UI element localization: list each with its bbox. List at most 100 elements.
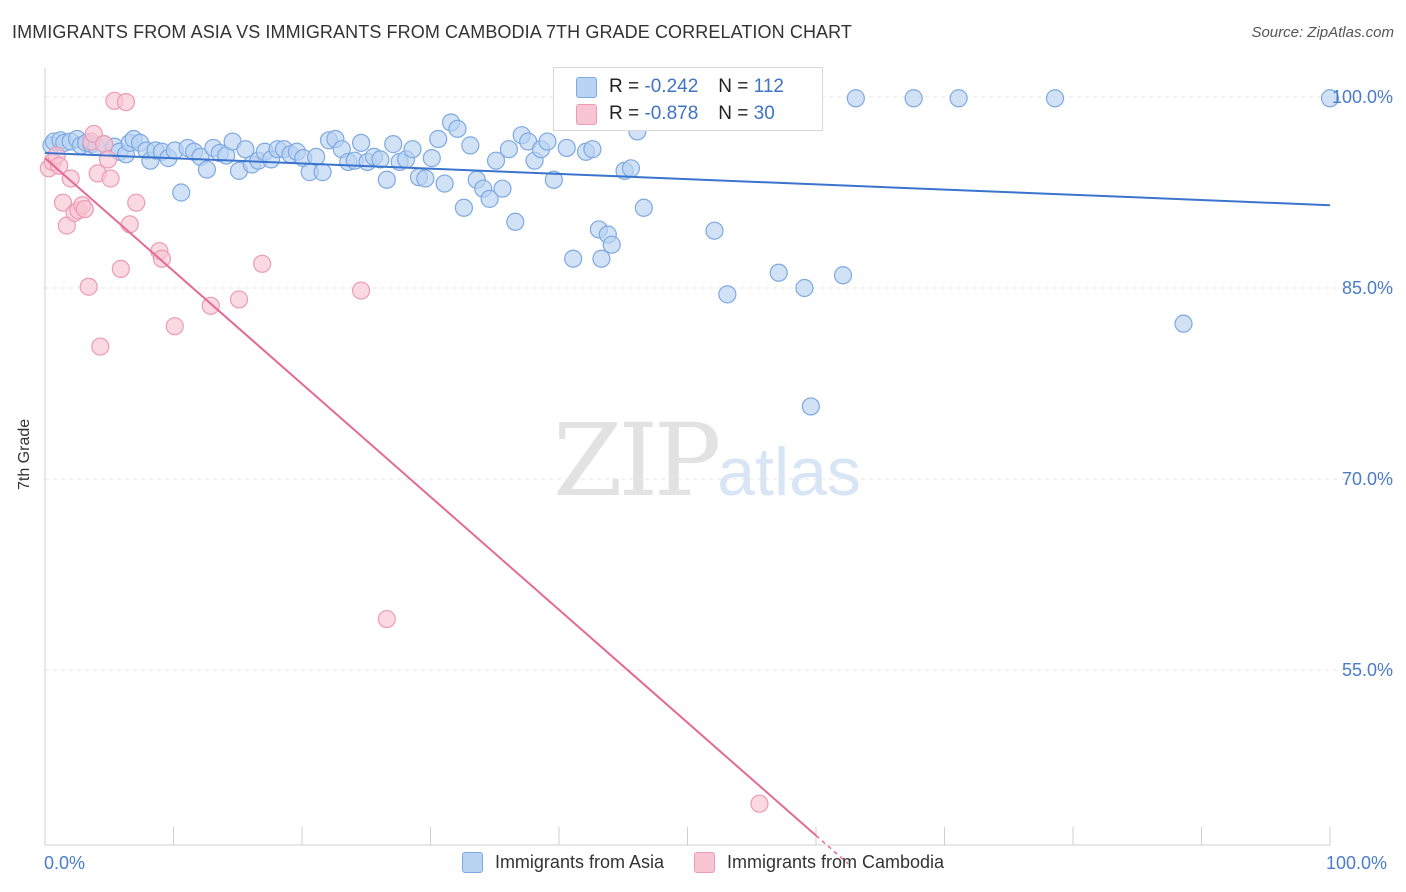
data-point-asia	[795, 278, 814, 298]
data-point-asia	[197, 160, 217, 179]
data-point-cambodia	[377, 609, 396, 629]
data-point-asia	[538, 132, 557, 151]
data-point-asia	[904, 89, 923, 108]
data-point-asia	[718, 285, 737, 304]
legend-label-asia: Immigrants from Asia	[494, 852, 664, 872]
legend-row-asia: R = -0.242 N = 112	[576, 76, 784, 98]
y-tick-label-100: 100.0%	[1331, 87, 1393, 107]
data-point-cambodia	[253, 254, 272, 273]
data-point-cambodia	[50, 156, 69, 175]
data-point-asia	[422, 149, 441, 168]
data-point-asia	[833, 266, 853, 285]
legend-label-cambodia: Immigrants from Cambodia	[726, 852, 945, 872]
data-point-cambodia	[152, 249, 172, 268]
data-point-asia	[486, 151, 506, 170]
data-point-cambodia	[116, 92, 136, 112]
data-point-cambodia	[111, 259, 130, 278]
legend-swatch-cambodia	[693, 852, 715, 873]
data-point-cambodia	[91, 337, 110, 356]
data-point-cambodia	[95, 135, 114, 154]
data-point-cambodia	[79, 277, 98, 296]
legend-r-value: -0.878	[644, 103, 699, 124]
data-point-cambodia	[201, 296, 220, 315]
data-point-cambodia	[127, 193, 146, 212]
y-axis-label: 7th Grade	[16, 418, 33, 490]
legend-swatch-cambodia	[576, 103, 597, 125]
data-point-asia	[480, 189, 499, 208]
watermark-atlas: atlas	[717, 434, 861, 510]
data-point-asia	[307, 147, 326, 166]
data-point-asia	[461, 136, 480, 155]
data-point-asia	[416, 169, 435, 188]
data-point-asia	[1174, 314, 1193, 333]
data-point-asia	[705, 221, 724, 240]
data-point-asia	[384, 135, 403, 154]
y-tick-label-85: 85.0%	[1341, 278, 1393, 298]
data-point-asia	[1045, 89, 1065, 108]
data-point-asia	[769, 263, 788, 282]
data-point-asia	[557, 138, 576, 158]
watermark-zip: ZIP	[553, 402, 721, 519]
data-point-cambodia	[101, 169, 120, 188]
chart-title: IMMIGRANTS FROM ASIA VS IMMIGRANTS FROM …	[12, 22, 853, 42]
legend-swatch-asia	[576, 76, 597, 98]
data-point-asia	[429, 129, 448, 149]
data-point-asia	[846, 89, 865, 108]
data-point-cambodia	[352, 281, 371, 300]
legend-n-label: N =	[718, 103, 749, 124]
data-point-asia	[1320, 89, 1340, 108]
data-point-cambodia	[98, 150, 118, 169]
legend-item-asia[interactable]: Immigrants from Asia	[461, 852, 664, 873]
trend-line-asia	[44, 152, 1331, 207]
legend-n-label: N =	[718, 76, 749, 97]
data-point-asia	[949, 89, 968, 108]
data-point-asia	[172, 183, 191, 202]
series-legend: Immigrants from Asia Immigrants from Cam…	[0, 852, 1406, 873]
data-point-cambodia	[165, 317, 184, 336]
trend-line-extension-cambodia	[815, 834, 849, 865]
data-point-asia	[499, 140, 518, 159]
x-tick-label-left: 0.0%	[44, 853, 86, 873]
data-point-asia	[493, 179, 512, 198]
data-point-asia	[403, 140, 422, 159]
data-point-asia	[313, 163, 332, 182]
data-point-asia	[377, 170, 396, 189]
data-point-asia	[448, 119, 467, 138]
data-point-asia	[602, 235, 621, 254]
legend-n-value: 30	[753, 103, 775, 124]
data-point-cambodia	[229, 290, 249, 309]
legend-r-label: R =	[609, 76, 640, 97]
data-point-asia	[564, 249, 583, 268]
data-point-asia	[352, 133, 371, 152]
data-point-asia	[621, 159, 641, 178]
source-label: Source: ZipAtlas.com	[1251, 24, 1394, 41]
legend-n-value: 112	[753, 76, 784, 97]
data-point-asia	[454, 198, 474, 217]
data-point-asia	[506, 212, 525, 231]
trend-line-cambodia	[44, 157, 817, 837]
data-point-asia	[634, 198, 653, 217]
legend-r-value: -0.242	[644, 76, 699, 97]
data-point-cambodia	[53, 193, 73, 212]
data-point-asia	[592, 249, 611, 268]
watermark: ZIPatlas	[553, 402, 861, 519]
data-point-asia	[801, 397, 820, 416]
x-tick-label-right: 100.0%	[1326, 853, 1388, 873]
data-point-asia	[435, 174, 454, 193]
legend-row-cambodia: R = -0.878 N = 30	[576, 103, 775, 125]
data-point-asia	[236, 140, 255, 159]
data-point-cambodia	[75, 199, 94, 219]
legend-swatch-asia	[461, 852, 483, 873]
data-point-asia	[544, 170, 563, 189]
data-point-asia	[371, 150, 390, 169]
data-point-cambodia	[61, 169, 80, 188]
data-point-cambodia	[120, 215, 139, 234]
legend-r-label: R =	[609, 103, 640, 124]
correlation-legend: R = -0.242 N = 112 R = -0.878 N = 30	[553, 67, 823, 131]
data-point-asia	[583, 140, 602, 159]
y-tick-label-55: 55.0%	[1341, 660, 1393, 680]
legend-item-cambodia[interactable]: Immigrants from Cambodia	[693, 852, 945, 873]
data-point-cambodia	[750, 794, 769, 813]
y-tick-label-70: 70.0%	[1341, 469, 1393, 489]
